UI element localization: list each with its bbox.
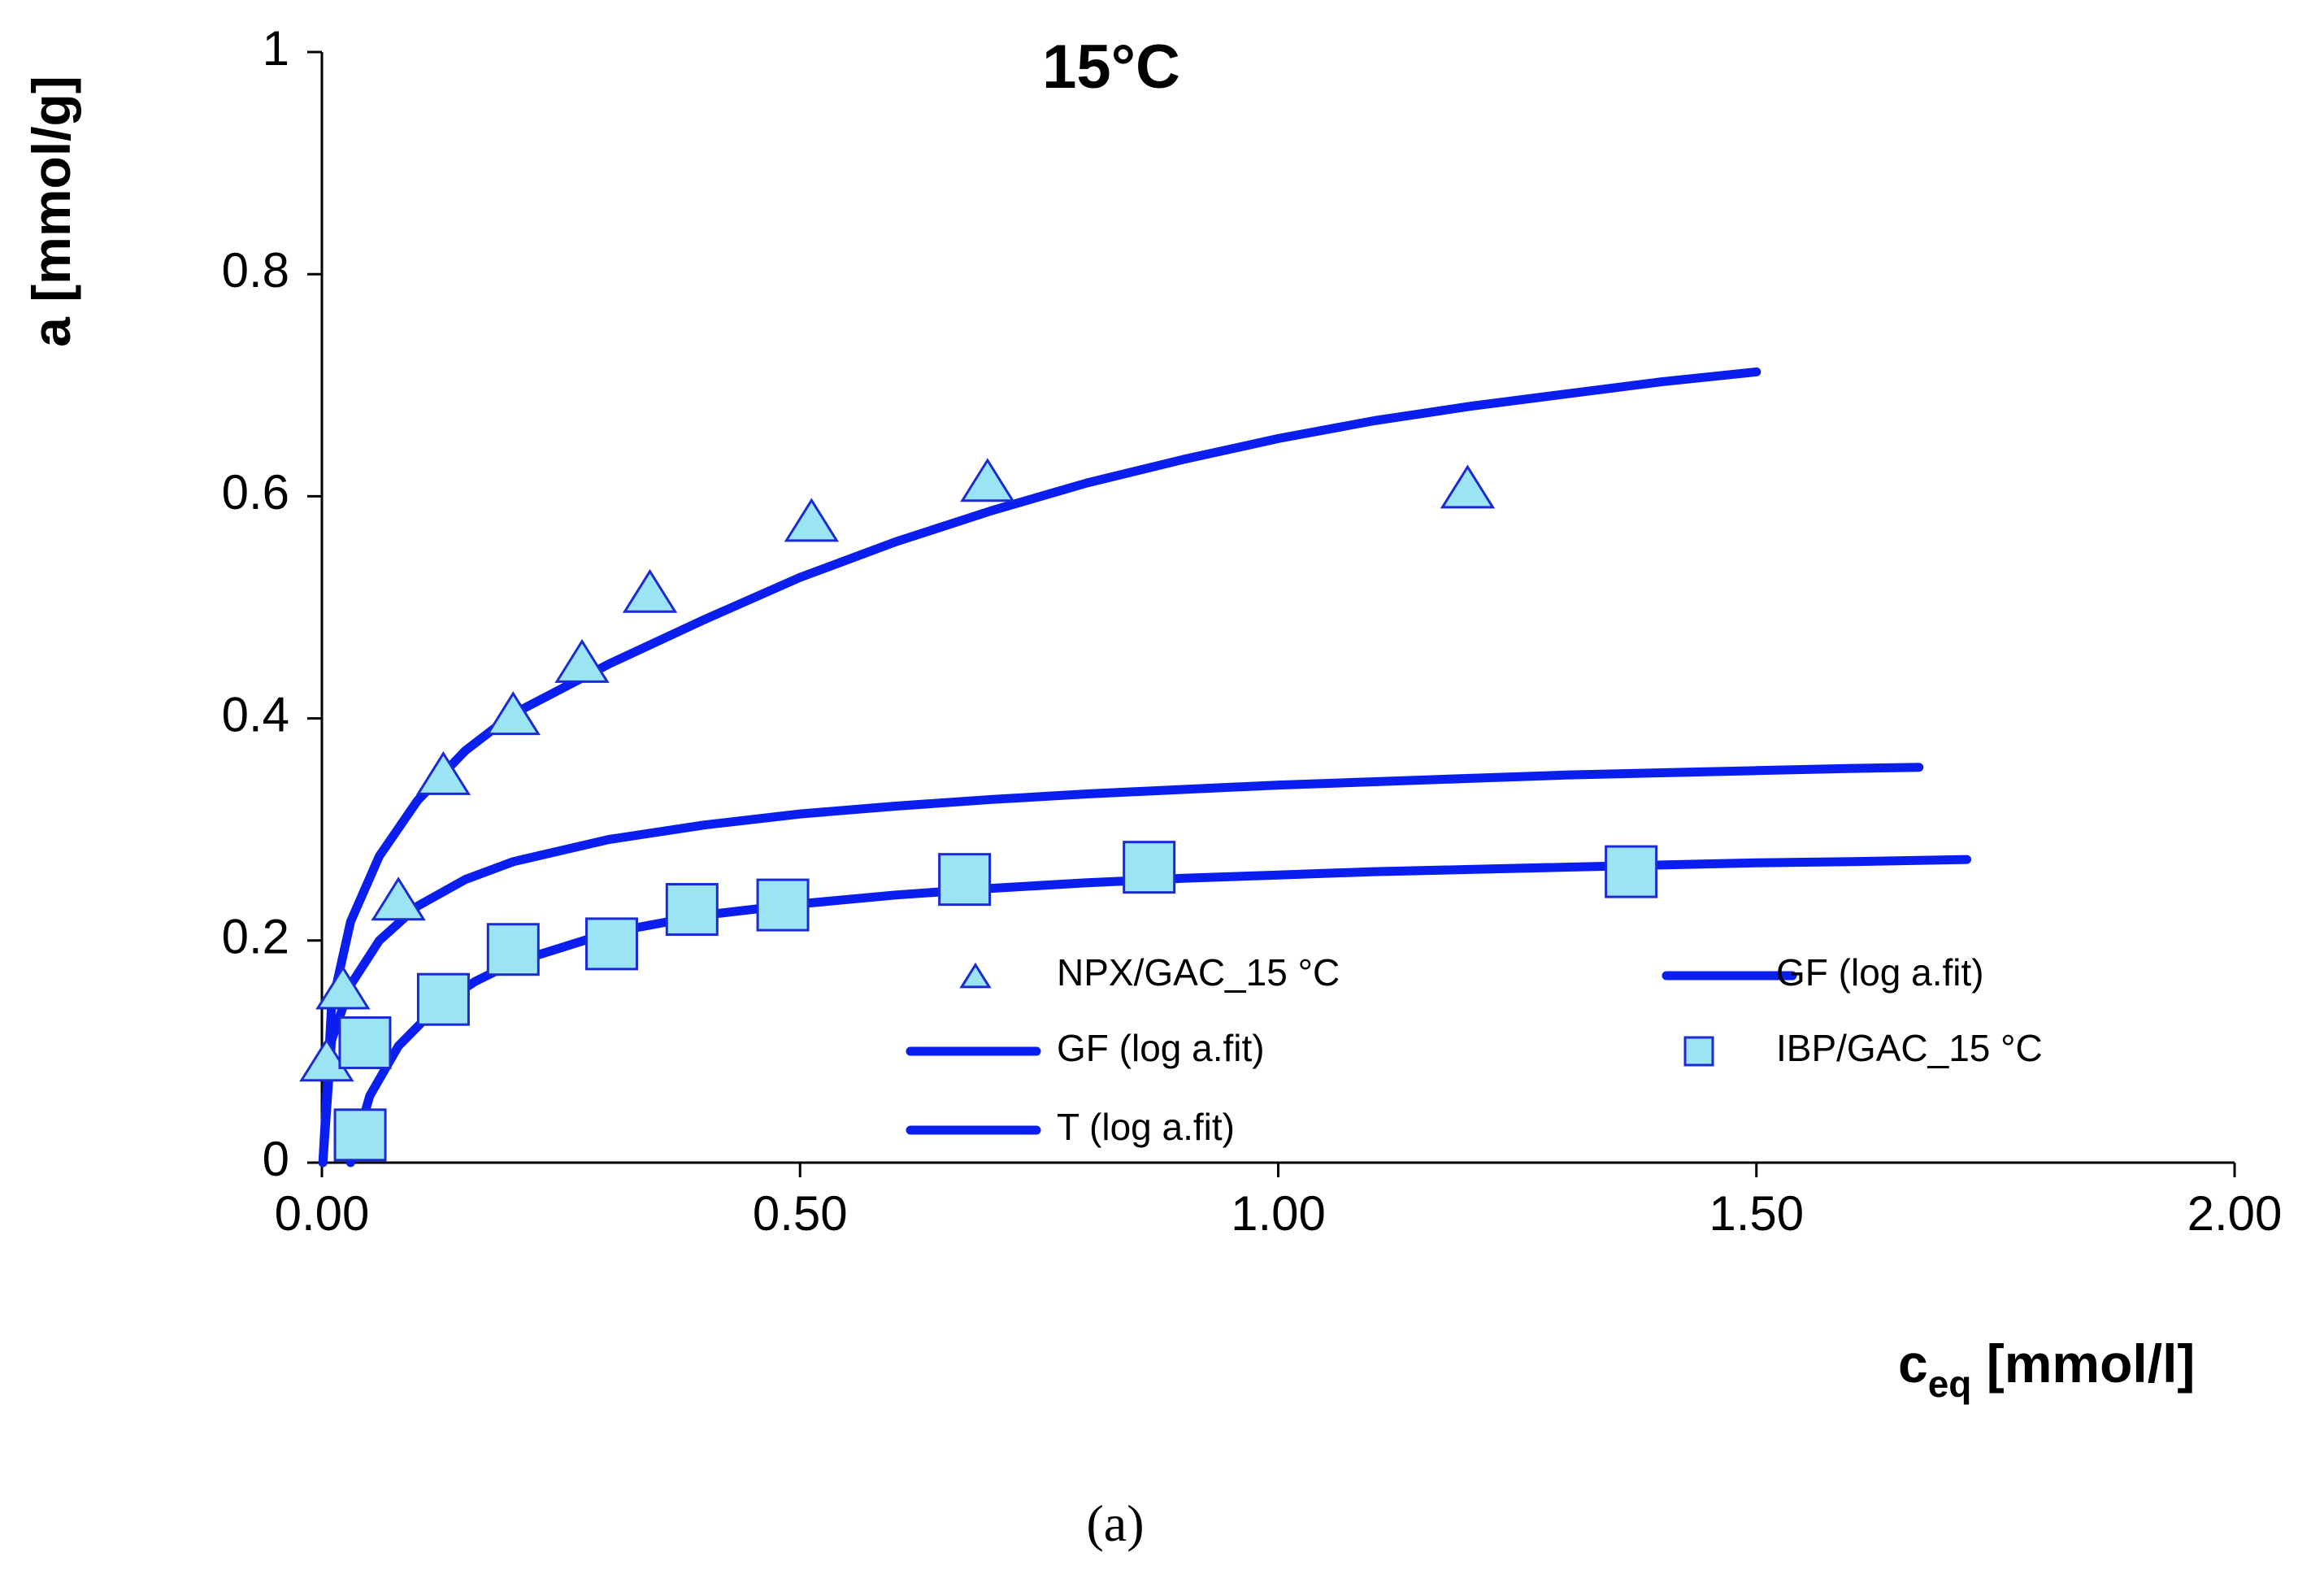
chart-title: 15°C <box>1042 33 1180 102</box>
y-axis-label: a [mmol/g] <box>21 76 81 347</box>
npx-data-point <box>784 498 840 542</box>
x-tick-label: 0.00 <box>275 1186 370 1241</box>
x-tick-label: 1.00 <box>1231 1186 1326 1241</box>
y-tick-label: 1 <box>263 21 289 76</box>
ibp-data-point <box>338 1015 392 1069</box>
legend-triangle-symbol <box>959 962 992 989</box>
y-tick-label: 0.6 <box>222 465 289 520</box>
ibp-data-point <box>938 853 992 907</box>
y-tick-label: 0.2 <box>222 910 289 964</box>
ibp-data-point <box>1605 845 1658 898</box>
x-axis-label: ceq [mmol/l] <box>1898 1333 2195 1405</box>
x-tick-label: 1.50 <box>1709 1186 1804 1241</box>
x-axis-label-main: c <box>1898 1333 1928 1394</box>
legend-label: GF (log a.fit) <box>1776 951 1984 994</box>
npx-data-point <box>960 458 1015 502</box>
ibp-data-point <box>416 972 470 1026</box>
npx-data-point <box>485 691 541 736</box>
ibp-data-point <box>665 883 719 937</box>
y-tick-label: 0.4 <box>222 687 289 741</box>
legend-label: T (log a.fit) <box>1057 1106 1235 1148</box>
series <box>299 367 1972 1168</box>
legend-label: IBP/GAC_15 °C <box>1776 1027 2043 1069</box>
fit-line <box>318 763 1924 1168</box>
ibp-data-point <box>1123 841 1176 894</box>
y-ticks: 0 0.2 0.4 0.6 0.8 1 <box>222 21 322 1186</box>
npx-data-point <box>554 638 610 683</box>
npx-data-point <box>1440 464 1496 509</box>
ibp-data-point <box>333 1108 387 1162</box>
x-axis-label-sub: eq <box>1928 1363 1972 1405</box>
ibp-data-point <box>756 878 810 932</box>
x-tick-label: 0.50 <box>753 1186 848 1241</box>
ibp-data-point <box>486 923 540 976</box>
ibp-data-point <box>584 917 638 971</box>
x-tick-label: 2.00 <box>2187 1186 2283 1241</box>
legend-label: NPX/GAC_15 °C <box>1057 951 1340 994</box>
npx-data-point <box>415 750 471 795</box>
npx-data-point <box>315 965 371 1010</box>
axes: 0 0.2 0.4 0.6 0.8 1 0.00 0.50 1.00 1.50 2.00 <box>222 21 2283 1241</box>
y-tick-label: 0.8 <box>222 243 289 298</box>
y-tick-label: 0 <box>263 1132 289 1186</box>
legend-label: GF (log a.fit) <box>1057 1027 1265 1069</box>
npx-data-point <box>622 568 678 613</box>
npx-data-point <box>371 876 426 921</box>
x-ticks: 0.00 0.50 1.00 1.50 2.00 <box>275 1163 2283 1241</box>
x-axis-label-unit: [mmol/l] <box>1971 1333 2195 1394</box>
legend-square-symbol <box>1683 1036 1714 1067</box>
legend: NPX/GAC_15 °C GF (log a.fit) GF (log a.fit… <box>906 951 2043 1148</box>
figure-caption: (a) <box>1086 1494 1144 1552</box>
fit-line <box>318 367 1761 1168</box>
